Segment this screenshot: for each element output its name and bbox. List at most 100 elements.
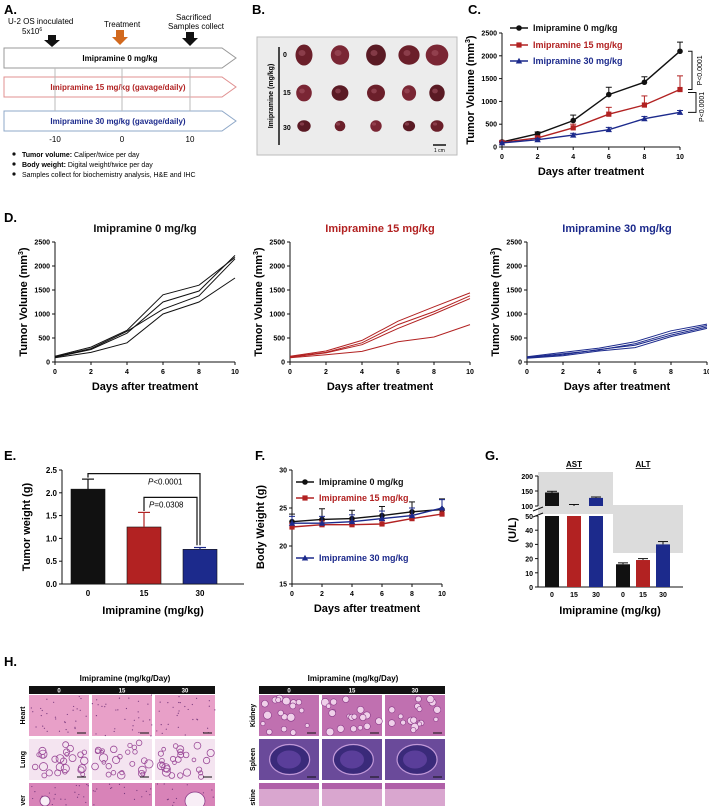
chart-d-0mgkg-individual: 0 2 4 6 8 10 0 500 1000 1500 2000 2500 Days after tr… bbox=[18, 223, 239, 393]
photo-row-label: 30 bbox=[283, 125, 291, 132]
alveolus bbox=[62, 741, 70, 749]
x-tick-label: 6 bbox=[380, 591, 384, 598]
alveolus bbox=[55, 754, 65, 764]
x-tick-label: 4 bbox=[125, 369, 129, 376]
data-point bbox=[439, 511, 445, 517]
alveolus bbox=[119, 770, 125, 776]
y-tick-label: 2.5 bbox=[46, 466, 58, 475]
central-vein bbox=[39, 795, 51, 806]
nucleus bbox=[51, 803, 53, 806]
nucleus bbox=[91, 703, 93, 705]
nucleus bbox=[207, 727, 209, 729]
tubule bbox=[357, 725, 363, 731]
nucleus bbox=[40, 714, 42, 717]
data-point bbox=[288, 520, 296, 526]
nucleus bbox=[87, 785, 89, 787]
tubule bbox=[298, 707, 305, 714]
nucleus bbox=[111, 787, 113, 789]
series-line bbox=[289, 324, 471, 359]
nucleus bbox=[114, 728, 116, 730]
alveolus bbox=[159, 757, 165, 764]
photo-background bbox=[256, 36, 458, 156]
nucleus bbox=[184, 705, 186, 708]
alveolus bbox=[91, 762, 99, 771]
nucleus bbox=[187, 708, 189, 711]
photo-row-label: 15 bbox=[283, 90, 291, 97]
nucleus bbox=[149, 794, 151, 796]
nucleus bbox=[94, 790, 96, 792]
significance-bracket bbox=[143, 496, 198, 546]
y-axis-label-sup: 3 bbox=[18, 251, 25, 255]
nucleus bbox=[93, 804, 95, 806]
p-letter: P bbox=[148, 478, 154, 487]
nucleus bbox=[202, 792, 205, 794]
nucleus bbox=[78, 793, 80, 796]
series-line bbox=[291, 513, 443, 528]
tumor-highlight bbox=[334, 50, 342, 56]
nucleus bbox=[124, 718, 126, 720]
nucleus bbox=[158, 710, 160, 712]
tubule bbox=[350, 725, 357, 733]
nucleus bbox=[65, 728, 67, 731]
nucleus bbox=[176, 714, 178, 717]
y-tick-label: 0 bbox=[518, 360, 522, 367]
x-tick-label: 2 bbox=[89, 369, 93, 376]
y-tick-label: 1000 bbox=[269, 312, 285, 319]
alveolus bbox=[38, 746, 47, 755]
nucleus bbox=[53, 701, 55, 703]
alveolus bbox=[51, 755, 59, 763]
alveolus bbox=[110, 770, 117, 776]
nucleus bbox=[96, 788, 98, 790]
nucleus bbox=[109, 787, 112, 789]
nucleus bbox=[196, 718, 198, 720]
nucleus bbox=[67, 731, 69, 733]
column-header: 0 bbox=[57, 689, 61, 695]
data-point bbox=[677, 86, 683, 93]
alveolus bbox=[161, 746, 166, 752]
alveolus bbox=[177, 748, 184, 756]
nucleus bbox=[165, 728, 167, 730]
nucleus bbox=[150, 735, 152, 737]
cells-label: 5x106 bbox=[22, 27, 42, 36]
treatment-arrow-icon bbox=[112, 30, 128, 45]
column-header: 15 bbox=[349, 689, 356, 695]
nucleus bbox=[151, 724, 153, 726]
nucleus bbox=[43, 727, 46, 729]
y-tick-label: 2500 bbox=[269, 240, 285, 247]
data-point bbox=[349, 522, 355, 528]
nucleus bbox=[113, 730, 115, 733]
alveolus bbox=[131, 744, 138, 751]
nucleus bbox=[142, 720, 144, 722]
nucleus bbox=[117, 709, 119, 711]
x-tick-label: 10 bbox=[466, 369, 474, 376]
series-line bbox=[54, 257, 236, 357]
legend-marker bbox=[516, 42, 522, 48]
alveolus bbox=[98, 753, 109, 763]
tumor-highlight bbox=[335, 122, 341, 126]
histology-image bbox=[92, 739, 152, 780]
alveolus bbox=[157, 750, 164, 757]
chart-d-30mgkg-individual: 0 2 4 6 8 10 0 500 1000 1500 2000 2500 Days after tr… bbox=[490, 223, 709, 393]
nucleus bbox=[167, 702, 169, 704]
bar bbox=[636, 560, 650, 587]
y-tick-label: 0.5 bbox=[46, 557, 58, 566]
alveolus bbox=[55, 762, 65, 772]
nucleus bbox=[133, 719, 135, 721]
alveolus bbox=[101, 760, 107, 765]
y-tick-label: 500 bbox=[273, 336, 285, 343]
arrow-0-label: Imipramine 0 mg/kg bbox=[82, 54, 157, 63]
data-point bbox=[676, 109, 684, 115]
series-line bbox=[501, 88, 681, 144]
nucleus bbox=[54, 716, 57, 718]
tumor-specimen bbox=[430, 120, 444, 132]
nucleus bbox=[73, 705, 75, 708]
series-line bbox=[54, 255, 236, 358]
histology-image bbox=[155, 739, 215, 780]
bar-lower bbox=[589, 516, 603, 587]
timeline-tick: 0 bbox=[120, 135, 125, 144]
alveolus bbox=[172, 760, 177, 765]
nucleus bbox=[163, 783, 165, 785]
data-point bbox=[408, 512, 416, 519]
nucleus bbox=[80, 697, 82, 700]
tumor-highlight bbox=[370, 50, 378, 56]
